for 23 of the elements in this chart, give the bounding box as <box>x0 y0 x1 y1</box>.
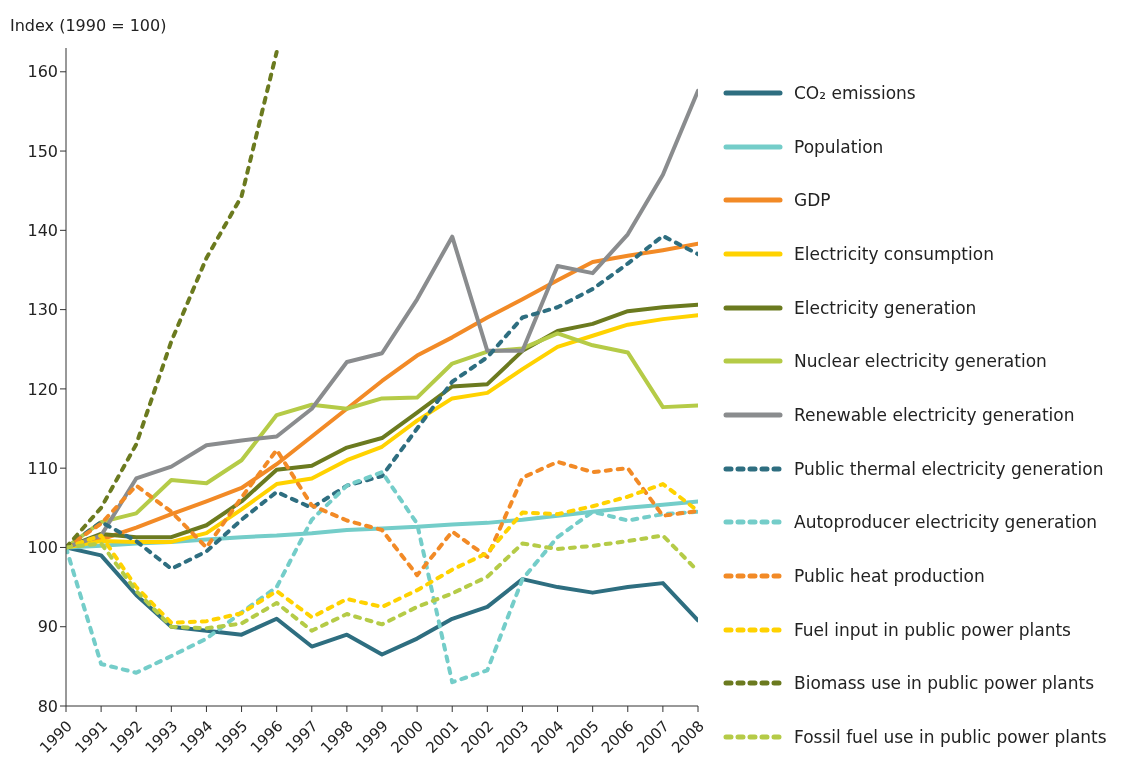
legend-label: Nuclear electricity generation <box>794 351 1047 372</box>
legend-label: GDP <box>794 190 831 211</box>
legend-label: Biomass use in public power plants <box>794 673 1095 694</box>
y-axis-title: Index (1990 = 100) <box>10 16 167 35</box>
y-tick-label: 120 <box>27 379 58 399</box>
legend-label: Electricity generation <box>794 297 977 318</box>
legend-label: Fossil fuel use in public power plants <box>794 727 1107 748</box>
y-tick-label: 150 <box>27 141 58 161</box>
legend-label: Public thermal electricity generation <box>794 458 1104 479</box>
y-tick-label: 80 <box>37 696 58 716</box>
legend-label: Autoproducer electricity generation <box>794 512 1098 533</box>
legend-label: Electricity consumption <box>794 243 994 264</box>
y-tick-label: 100 <box>27 538 58 558</box>
legend-label: Fuel input in public power plants <box>794 619 1071 640</box>
y-tick-label: 130 <box>27 300 58 320</box>
legend-label: Public heat production <box>794 566 985 587</box>
y-tick-label: 140 <box>27 221 58 241</box>
y-tick-label: 110 <box>27 458 58 478</box>
y-tick-label: 90 <box>37 617 58 637</box>
legend-label: Renewable electricity generation <box>794 404 1075 425</box>
legend-label: CO₂ emissions <box>794 82 916 103</box>
legend-label: Population <box>794 136 884 157</box>
y-tick-label: 160 <box>27 62 58 82</box>
